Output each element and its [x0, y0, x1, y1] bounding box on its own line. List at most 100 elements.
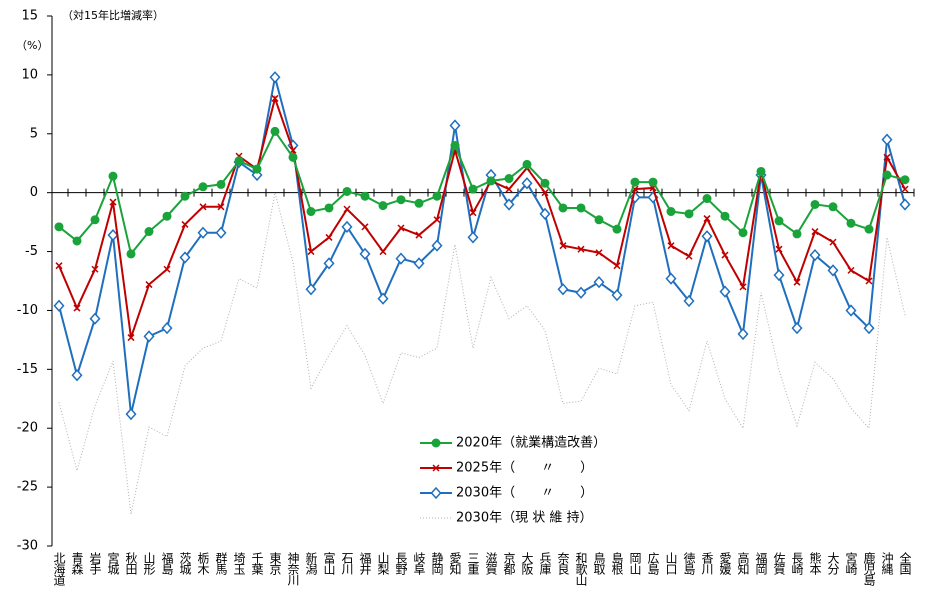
- point: [198, 182, 208, 192]
- point: [630, 177, 640, 187]
- y-tick-label: -30: [17, 539, 38, 554]
- point: [342, 186, 352, 196]
- x-tick-label: 北海道: [52, 552, 66, 586]
- x-tick-label: 栃木: [196, 552, 210, 575]
- x-tick-label: 千葉: [250, 552, 264, 575]
- x-tick-label: 京都: [502, 552, 516, 575]
- point: [900, 175, 910, 185]
- legend-marker: [431, 438, 441, 448]
- point: [415, 231, 423, 239]
- legend-label: 2020年（就業構造改善）: [456, 435, 606, 451]
- series-line: [58, 192, 906, 515]
- point: [648, 177, 658, 187]
- point: [575, 286, 587, 299]
- point: [720, 211, 730, 221]
- point: [541, 189, 549, 197]
- x-tick-label: 新潟: [304, 551, 318, 575]
- point: [54, 222, 64, 232]
- x-tick-label: 富山: [322, 551, 336, 575]
- point: [468, 184, 478, 194]
- point: [180, 191, 190, 201]
- x-tick-label: 愛媛: [718, 552, 732, 576]
- point: [199, 203, 207, 211]
- point: [793, 278, 801, 286]
- x-tick-label: 山形: [142, 552, 156, 576]
- point: [395, 252, 407, 265]
- point: [863, 321, 875, 335]
- point: [325, 233, 333, 241]
- point: [91, 265, 99, 273]
- x-tick-label: 沖縄: [880, 552, 894, 575]
- point: [593, 276, 605, 289]
- x-tick-label: 奈良: [556, 552, 570, 576]
- x-tick-label: 石川: [340, 552, 354, 575]
- point: [810, 199, 820, 209]
- point: [559, 242, 567, 250]
- point: [540, 178, 550, 188]
- point: [827, 264, 839, 277]
- x-tick-label: 群馬: [214, 552, 228, 576]
- x-tick-label: 滋賀: [484, 552, 498, 576]
- point: [756, 166, 766, 176]
- point: [341, 220, 353, 233]
- x-tick-label: 愛知: [448, 552, 462, 576]
- point: [576, 203, 586, 213]
- point: [558, 203, 568, 213]
- point: [53, 299, 65, 312]
- y-tick-label: 0: [30, 185, 38, 200]
- x-tick-label: 高知: [736, 551, 750, 576]
- point: [719, 285, 731, 298]
- y-tick-label: -10: [17, 303, 38, 318]
- point: [107, 228, 119, 242]
- point: [414, 198, 424, 208]
- x-tick-label: 香川: [700, 552, 714, 575]
- point: [89, 312, 101, 325]
- point: [469, 209, 477, 217]
- point: [845, 304, 857, 317]
- y-tick-label: -25: [17, 480, 38, 495]
- point: [73, 304, 81, 312]
- x-tick-label: 大阪: [520, 552, 534, 576]
- point: [161, 321, 173, 335]
- point: [252, 164, 262, 174]
- y-tick-label: -5: [25, 244, 38, 259]
- point: [269, 71, 281, 84]
- x-tick-label: 福岡: [754, 551, 768, 575]
- point: [181, 220, 189, 228]
- point: [145, 281, 153, 289]
- point: [288, 152, 298, 162]
- point: [828, 202, 838, 212]
- x-tick-label: 広島: [646, 552, 660, 576]
- point: [413, 257, 425, 270]
- point: [450, 141, 460, 151]
- y-tick-label: 5: [30, 126, 38, 141]
- legend-marker: [430, 486, 442, 500]
- point: [811, 228, 819, 236]
- point: [899, 198, 911, 211]
- legend-label: 2030年（現 状 維 持）: [456, 511, 592, 526]
- x-tick-label: 徳島: [682, 551, 696, 576]
- y-tick-label: 10: [21, 67, 38, 82]
- point: [467, 231, 479, 244]
- point: [359, 247, 371, 261]
- point: [216, 179, 226, 189]
- point: [144, 227, 154, 237]
- point: [307, 248, 315, 256]
- x-tick-label: 福島: [160, 551, 174, 576]
- point: [197, 226, 209, 239]
- point: [864, 224, 874, 234]
- point: [539, 207, 551, 220]
- x-tick-label: 兵庫: [538, 552, 552, 576]
- point: [109, 198, 117, 206]
- x-tick-label: 鳥取: [592, 551, 606, 575]
- y-tick-label: 15: [21, 9, 38, 24]
- point: [739, 283, 747, 291]
- point: [683, 294, 695, 308]
- y-tick-label: -20: [17, 421, 38, 436]
- x-tick-label: 大分: [826, 552, 840, 576]
- point: [847, 266, 855, 274]
- point: [449, 119, 461, 132]
- point: [305, 283, 317, 296]
- point: [143, 330, 155, 343]
